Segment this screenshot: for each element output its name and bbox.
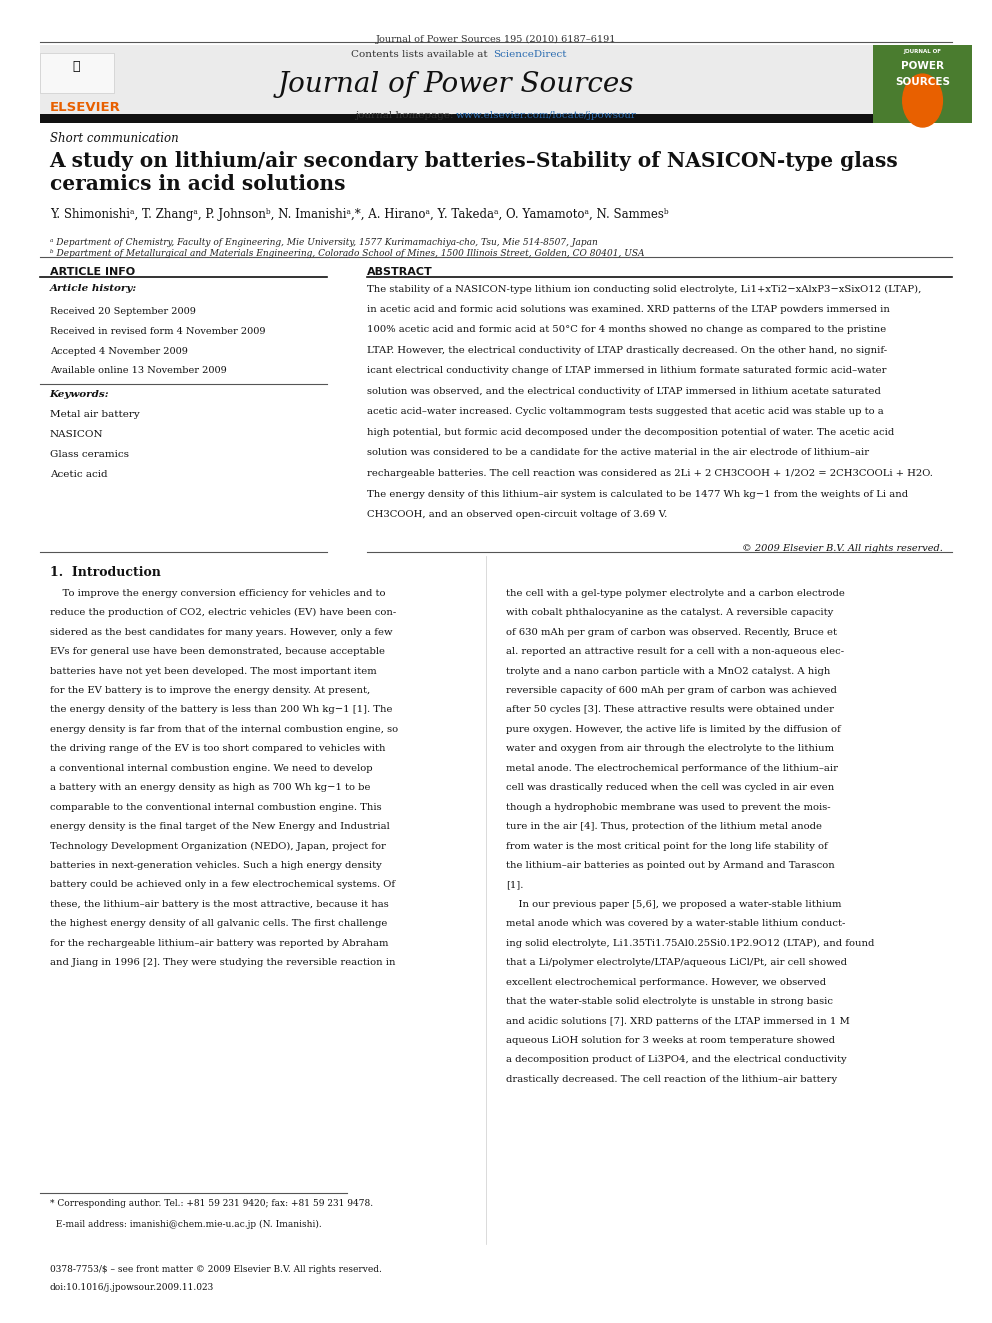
Text: metal anode which was covered by a water-stable lithium conduct-: metal anode which was covered by a water… [506,919,845,929]
Text: Accepted 4 November 2009: Accepted 4 November 2009 [50,347,187,356]
Text: * Corresponding author. Tel.: +81 59 231 9420; fax: +81 59 231 9478.: * Corresponding author. Tel.: +81 59 231… [50,1199,373,1208]
Text: a conventional internal combustion engine. We need to develop: a conventional internal combustion engin… [50,763,372,773]
Text: metal anode. The electrochemical performance of the lithium–air: metal anode. The electrochemical perform… [506,763,838,773]
Text: JOURNAL OF: JOURNAL OF [904,49,941,54]
Text: Acetic acid: Acetic acid [50,470,107,479]
Text: batteries have not yet been developed. The most important item: batteries have not yet been developed. T… [50,667,376,676]
Text: Metal air battery: Metal air battery [50,410,139,419]
Text: journal homepage:: journal homepage: [354,111,456,120]
Text: ScienceDirect: ScienceDirect [493,50,566,60]
Text: a battery with an energy density as high as 700 Wh kg−1 to be: a battery with an energy density as high… [50,783,370,792]
Text: batteries in next-generation vehicles. Such a high energy density: batteries in next-generation vehicles. S… [50,861,381,871]
Text: Y. Shimonishiᵃ, T. Zhangᵃ, P. Johnsonᵇ, N. Imanishiᵃ,*, A. Hiranoᵃ, Y. Takedaᵃ, : Y. Shimonishiᵃ, T. Zhangᵃ, P. Johnsonᵇ, … [50,208,669,221]
Text: excellent electrochemical performance. However, we observed: excellent electrochemical performance. H… [506,978,826,987]
Text: for the rechargeable lithium–air battery was reported by Abraham: for the rechargeable lithium–air battery… [50,939,388,947]
Text: ᵇ Department of Metallurgical and Materials Engineering, Colorado School of Mine: ᵇ Department of Metallurgical and Materi… [50,249,644,258]
Text: these, the lithium–air battery is the most attractive, because it has: these, the lithium–air battery is the mo… [50,900,388,909]
Text: Journal of Power Sources 195 (2010) 6187–6191: Journal of Power Sources 195 (2010) 6187… [376,34,616,44]
Text: Glass ceramics: Glass ceramics [50,450,129,459]
Text: SOURCES: SOURCES [895,77,950,87]
Text: Keywords:: Keywords: [50,390,109,400]
Text: and acidic solutions [7]. XRD patterns of the LTAP immersed in 1 M: and acidic solutions [7]. XRD patterns o… [506,1016,850,1025]
Text: ELSEVIER: ELSEVIER [50,101,120,114]
Text: in acetic acid and formic acid solutions was examined. XRD patterns of the LTAP : in acetic acid and formic acid solutions… [367,304,890,314]
Text: rechargeable batteries. The cell reaction was considered as 2Li + 2 CH3COOH + 1/: rechargeable batteries. The cell reactio… [367,470,932,478]
Text: that a Li/polymer electrolyte/LTAP/aqueous LiCl/Pt, air cell showed: that a Li/polymer electrolyte/LTAP/aqueo… [506,958,847,967]
Text: the energy density of the battery is less than 200 Wh kg−1 [1]. The: the energy density of the battery is les… [50,705,392,714]
Text: ᵃ Department of Chemistry, Faculty of Engineering, Mie University, 1577 Kurimama: ᵃ Department of Chemistry, Faculty of En… [50,238,597,247]
Text: [1].: [1]. [506,881,524,889]
Text: the lithium–air batteries as pointed out by Armand and Tarascon: the lithium–air batteries as pointed out… [506,861,834,871]
Text: comparable to the conventional internal combustion engine. This: comparable to the conventional internal … [50,803,381,812]
Text: energy density is the final target of the New Energy and Industrial: energy density is the final target of th… [50,822,389,831]
Text: and Jiang in 1996 [2]. They were studying the reversible reaction in: and Jiang in 1996 [2]. They were studyin… [50,958,395,967]
Text: NASICON: NASICON [50,430,103,439]
Text: Received 20 September 2009: Received 20 September 2009 [50,307,195,316]
Text: high potential, but formic acid decomposed under the decomposition potential of : high potential, but formic acid decompos… [367,429,895,437]
Text: reversible capacity of 600 mAh per gram of carbon was achieved: reversible capacity of 600 mAh per gram … [506,685,837,695]
Text: the cell with a gel-type polymer electrolyte and a carbon electrode: the cell with a gel-type polymer electro… [506,589,845,598]
Text: cell was drastically reduced when the cell was cycled in air even: cell was drastically reduced when the ce… [506,783,834,792]
Text: POWER: POWER [901,61,944,71]
Text: ture in the air [4]. Thus, protection of the lithium metal anode: ture in the air [4]. Thus, protection of… [506,822,822,831]
Text: the driving range of the EV is too short compared to vehicles with: the driving range of the EV is too short… [50,745,385,753]
Text: To improve the energy conversion efficiency for vehicles and to: To improve the energy conversion efficie… [50,589,385,598]
Text: CH3COOH, and an observed open-circuit voltage of 3.69 V.: CH3COOH, and an observed open-circuit vo… [367,509,668,519]
Text: 0378-7753/$ – see front matter © 2009 Elsevier B.V. All rights reserved.: 0378-7753/$ – see front matter © 2009 El… [50,1265,382,1274]
Text: solution was observed, and the electrical conductivity of LTAP immersed in lithi: solution was observed, and the electrica… [367,386,881,396]
Text: © 2009 Elsevier B.V. All rights reserved.: © 2009 Elsevier B.V. All rights reserved… [742,544,942,553]
Text: that the water-stable solid electrolyte is unstable in strong basic: that the water-stable solid electrolyte … [506,998,833,1007]
Text: www.elsevier.com/locate/jpowsour: www.elsevier.com/locate/jpowsour [456,111,637,120]
Text: reduce the production of CO2, electric vehicles (EV) have been con-: reduce the production of CO2, electric v… [50,609,396,618]
Text: sidered as the best candidates for many years. However, only a few: sidered as the best candidates for many … [50,627,392,636]
Text: drastically decreased. The cell reaction of the lithium–air battery: drastically decreased. The cell reaction… [506,1074,837,1084]
Bar [40,114,952,123]
Text: a decomposition product of Li3PO4, and the electrical conductivity: a decomposition product of Li3PO4, and t… [506,1056,846,1065]
Text: ARTICLE INFO: ARTICLE INFO [50,267,135,278]
Text: 🌳: 🌳 [72,60,80,73]
Text: doi:10.1016/j.jpowsour.2009.11.023: doi:10.1016/j.jpowsour.2009.11.023 [50,1283,214,1293]
Text: from water is the most critical point for the long life stability of: from water is the most critical point fo… [506,841,827,851]
Text: solution was considered to be a candidate for the active material in the air ele: solution was considered to be a candidat… [367,448,869,458]
Text: ABSTRACT: ABSTRACT [367,267,433,278]
Text: aqueous LiOH solution for 3 weeks at room temperature showed: aqueous LiOH solution for 3 weeks at roo… [506,1036,835,1045]
Text: water and oxygen from air through the electrolyte to the lithium: water and oxygen from air through the el… [506,745,834,753]
Text: battery could be achieved only in a few electrochemical systems. Of: battery could be achieved only in a few … [50,881,395,889]
Bar [40,53,114,93]
Text: LTAP. However, the electrical conductivity of LTAP drastically decreased. On the: LTAP. However, the electrical conductivi… [367,345,887,355]
Text: for the EV battery is to improve the energy density. At present,: for the EV battery is to improve the ene… [50,685,370,695]
Text: trolyte and a nano carbon particle with a MnO2 catalyst. A high: trolyte and a nano carbon particle with … [506,667,830,676]
Text: after 50 cycles [3]. These attractive results were obtained under: after 50 cycles [3]. These attractive re… [506,705,834,714]
Bar [873,45,972,123]
Text: E-mail address: imanishi@chem.mie-u.ac.jp (N. Imanishi).: E-mail address: imanishi@chem.mie-u.ac.j… [50,1220,321,1229]
Text: icant electrical conductivity change of LTAP immersed in lithium formate saturat: icant electrical conductivity change of … [367,366,887,376]
Bar [40,45,873,116]
Text: Article history:: Article history: [50,284,137,294]
Text: Received in revised form 4 November 2009: Received in revised form 4 November 2009 [50,327,265,336]
Text: 100% acetic acid and formic acid at 50°C for 4 months showed no change as compar: 100% acetic acid and formic acid at 50°C… [367,325,886,335]
Text: In our previous paper [5,6], we proposed a water-stable lithium: In our previous paper [5,6], we proposed… [506,900,841,909]
Text: Available online 13 November 2009: Available online 13 November 2009 [50,366,226,376]
Text: al. reported an attractive result for a cell with a non-aqueous elec-: al. reported an attractive result for a … [506,647,844,656]
Text: Short communication: Short communication [50,132,179,146]
Text: The energy density of this lithium–air system is calculated to be 1477 Wh kg−1 f: The energy density of this lithium–air s… [367,490,908,499]
Text: of 630 mAh per gram of carbon was observed. Recently, Bruce et: of 630 mAh per gram of carbon was observ… [506,627,837,636]
Circle shape [903,74,942,127]
Text: the highest energy density of all galvanic cells. The first challenge: the highest energy density of all galvan… [50,919,387,929]
Text: pure oxygen. However, the active life is limited by the diffusion of: pure oxygen. However, the active life is… [506,725,840,734]
Text: The stability of a NASICON-type lithium ion conducting solid electrolyte, Li1+xT: The stability of a NASICON-type lithium … [367,284,922,294]
Text: energy density is far from that of the internal combustion engine, so: energy density is far from that of the i… [50,725,398,734]
Text: 1.  Introduction: 1. Introduction [50,566,161,579]
Text: EVs for general use have been demonstrated, because acceptable: EVs for general use have been demonstrat… [50,647,385,656]
Text: ing solid electrolyte, Li1.35Ti1.75Al0.25Si0.1P2.9O12 (LTAP), and found: ing solid electrolyte, Li1.35Ti1.75Al0.2… [506,939,874,947]
Text: Contents lists available at: Contents lists available at [351,50,491,60]
Text: A study on lithium/air secondary batteries–Stability of NASICON-type glass
ceram: A study on lithium/air secondary batteri… [50,151,899,194]
Text: Journal of Power Sources: Journal of Power Sources [278,71,635,98]
Text: though a hydrophobic membrane was used to prevent the mois-: though a hydrophobic membrane was used t… [506,803,830,812]
Text: with cobalt phthalocyanine as the catalyst. A reversible capacity: with cobalt phthalocyanine as the cataly… [506,609,833,618]
Text: Technology Development Organization (NEDO), Japan, project for: Technology Development Organization (NED… [50,841,386,851]
Text: acetic acid–water increased. Cyclic voltammogram tests suggested that acetic aci: acetic acid–water increased. Cyclic volt… [367,407,884,417]
